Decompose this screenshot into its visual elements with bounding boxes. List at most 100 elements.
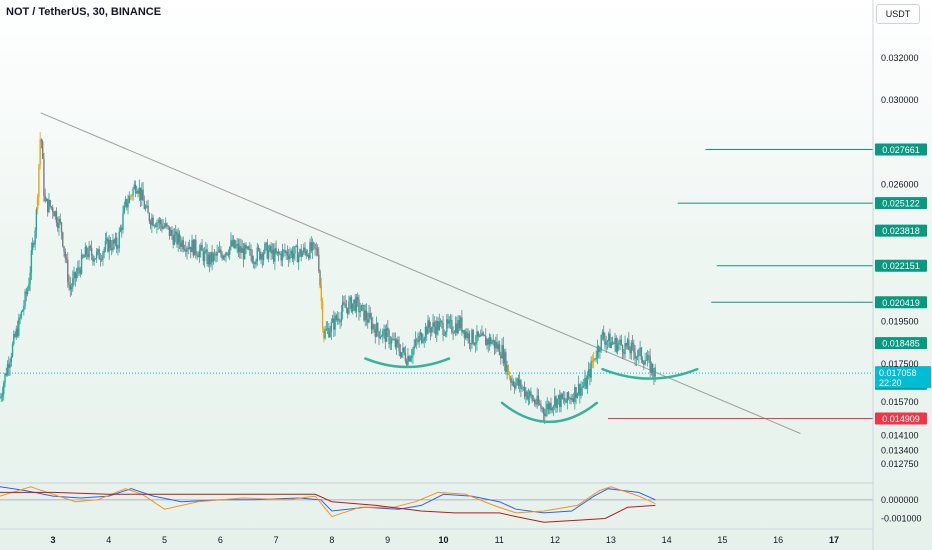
candle-body [277, 251, 280, 254]
candle-body [651, 363, 654, 374]
candle-body [39, 139, 41, 165]
candle-body [102, 252, 104, 260]
candle-body [587, 369, 590, 377]
candle-body [373, 324, 375, 330]
candle-body [334, 315, 336, 330]
y-tick-label: 0.017500 [881, 359, 919, 369]
candle-body [462, 330, 464, 333]
candle-body [564, 398, 566, 402]
candle-body [58, 218, 60, 229]
candle-body [589, 369, 591, 378]
x-tick-label: 6 [218, 535, 223, 545]
candle-body [653, 373, 655, 377]
x-tick-label: 4 [106, 535, 111, 545]
candle-body [9, 362, 11, 368]
candle-body [346, 307, 349, 314]
candle-body [213, 253, 216, 255]
x-tick-label: 8 [329, 535, 334, 545]
candle-body [323, 328, 325, 339]
candle-body [280, 253, 282, 261]
candle-body [397, 339, 399, 344]
candle-body [158, 219, 161, 223]
candle-body [286, 251, 289, 256]
candle-body [95, 251, 98, 259]
target-price-tag [875, 143, 927, 156]
candle-body [172, 235, 174, 245]
candle-body [541, 408, 543, 409]
candle-body [454, 323, 457, 333]
candle-body [439, 321, 442, 323]
candle-body [255, 261, 257, 265]
candle-body [515, 382, 517, 389]
candle-body [171, 229, 173, 236]
candle-body [105, 238, 108, 241]
candle-body [566, 392, 569, 403]
candle-body [216, 251, 218, 256]
candle-body [596, 346, 599, 358]
candle-body [114, 237, 117, 244]
candle-body [393, 339, 395, 340]
candle-body [128, 195, 130, 204]
candle-body [275, 248, 277, 254]
candle-body [350, 297, 353, 312]
candle-body [313, 242, 315, 244]
candle-body [369, 313, 371, 318]
candle-body [236, 244, 238, 246]
candle-body [272, 249, 275, 262]
candle-body [421, 333, 423, 343]
candle-body [328, 328, 330, 337]
candle-body [395, 339, 398, 348]
candle-body [19, 317, 21, 319]
candle-body [505, 352, 507, 372]
candle-body [261, 253, 264, 260]
candle-body [16, 328, 19, 336]
candle-body [517, 378, 520, 386]
candle-body [15, 328, 18, 337]
candle-body [237, 244, 240, 253]
candle-body [530, 391, 532, 396]
candle-body [284, 250, 286, 253]
candle-body [240, 246, 242, 253]
candle-body [53, 212, 55, 217]
candle-body [90, 247, 93, 256]
candle-body [609, 333, 611, 348]
target-price-tag [875, 224, 927, 237]
candle-body [87, 253, 89, 258]
y-tick-label: 0.015700 [881, 397, 919, 407]
candle-body [571, 398, 574, 401]
candle-body [493, 340, 496, 349]
candle-body [83, 256, 85, 258]
candle-body [592, 358, 595, 363]
candle-body [463, 330, 466, 338]
candle-body [363, 304, 365, 321]
candle-body [626, 339, 629, 347]
candle-body [122, 213, 124, 230]
candle-body [595, 357, 597, 360]
candle-body [225, 252, 227, 257]
candle-body [246, 246, 248, 249]
candle-body [314, 243, 316, 249]
price-tag-label: 0.023818 [882, 226, 920, 236]
candle-body [518, 380, 521, 386]
candle-body [326, 328, 329, 330]
candle-body [448, 320, 451, 324]
descending-trendline [40, 112, 801, 434]
candle-body [198, 250, 201, 258]
currency-selector-button[interactable]: USDT [876, 4, 920, 24]
candle-body [197, 255, 200, 258]
candle-body [230, 240, 232, 247]
candle-body [434, 326, 437, 335]
candle-body [581, 386, 584, 388]
candle-body [104, 240, 107, 249]
candle-body [31, 243, 34, 251]
candle-body [65, 258, 68, 260]
candle-body [410, 356, 413, 358]
candle-body [180, 242, 182, 247]
candle-body [482, 332, 484, 336]
cup-arc [364, 357, 451, 369]
candle-body [52, 207, 54, 213]
candle-body [359, 310, 361, 313]
candle-body [94, 258, 97, 260]
